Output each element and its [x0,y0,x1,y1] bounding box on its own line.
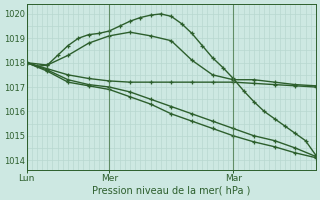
X-axis label: Pression niveau de la mer( hPa ): Pression niveau de la mer( hPa ) [92,186,251,196]
